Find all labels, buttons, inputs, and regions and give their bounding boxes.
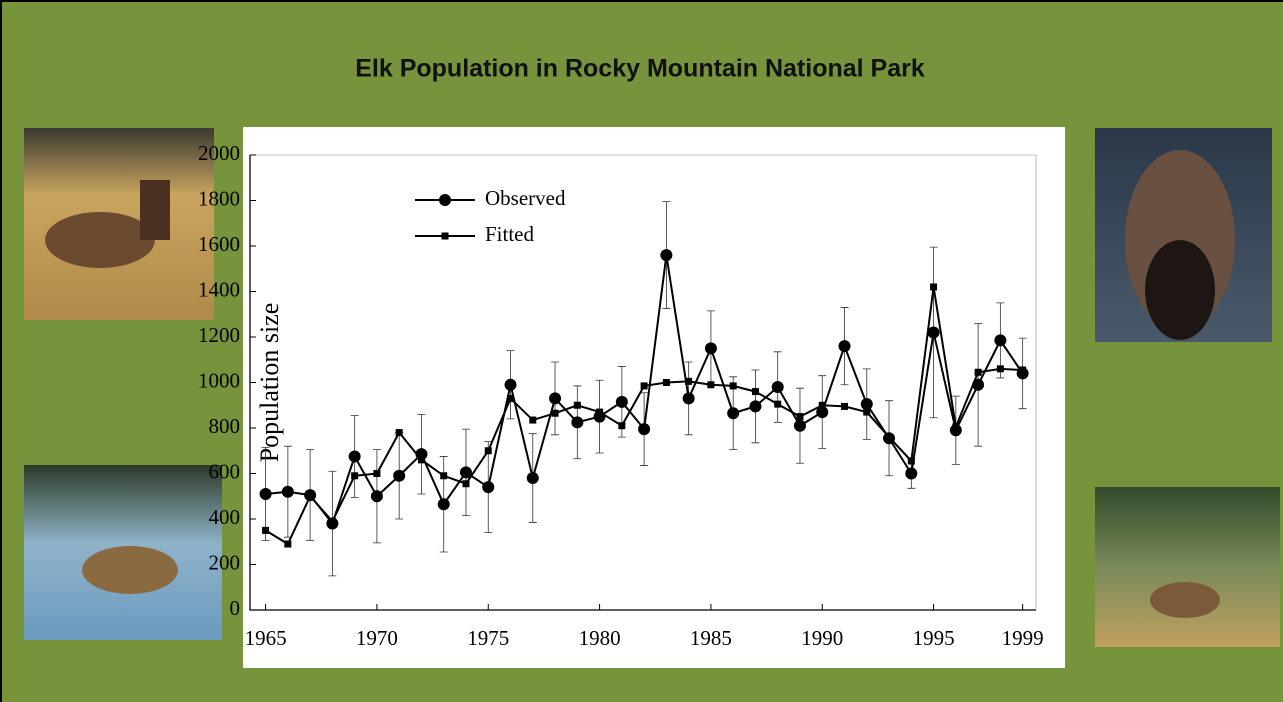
- y-tick-label: 1400: [198, 277, 240, 301]
- chart-panel: [243, 127, 1065, 668]
- y-tick-label: 600: [209, 459, 241, 483]
- x-tick-label: 1999: [1002, 626, 1044, 650]
- y-tick-label: 2000: [198, 141, 240, 165]
- point: [462, 480, 470, 488]
- legend-marker: [441, 232, 449, 240]
- legend-label: Observed: [485, 186, 566, 210]
- point: [259, 487, 272, 500]
- point: [437, 498, 450, 511]
- y-axis-label: Population size: [255, 303, 284, 463]
- point: [927, 326, 940, 339]
- point: [281, 485, 294, 498]
- point: [974, 368, 982, 376]
- point: [905, 467, 918, 480]
- point: [994, 334, 1007, 347]
- x-tick-label: 1970: [356, 626, 398, 650]
- point: [459, 466, 472, 479]
- point: [328, 517, 336, 525]
- point: [526, 472, 539, 485]
- y-tick-label: 1000: [198, 368, 240, 392]
- legend-label: Fitted: [485, 222, 535, 246]
- x-tick-label: 1990: [801, 626, 843, 650]
- point: [1019, 366, 1027, 374]
- point: [749, 400, 762, 413]
- point: [615, 395, 628, 408]
- point: [771, 381, 784, 394]
- point: [549, 392, 562, 405]
- x-tick-label: 1985: [690, 626, 732, 650]
- elk-photo: [24, 465, 222, 640]
- y-tick-label: 1200: [198, 323, 240, 347]
- point: [306, 492, 314, 500]
- point: [484, 447, 492, 455]
- x-tick-label: 1980: [579, 626, 621, 650]
- point: [573, 401, 581, 409]
- point: [860, 398, 873, 411]
- elk-photo: [24, 128, 214, 320]
- y-tick-label: 800: [209, 414, 241, 438]
- point: [440, 472, 448, 480]
- point: [818, 401, 826, 409]
- point: [796, 413, 804, 421]
- x-tick-label: 1995: [913, 626, 955, 650]
- y-tick-label: 200: [209, 550, 241, 574]
- point: [662, 379, 670, 386]
- point: [370, 490, 383, 503]
- point: [348, 450, 361, 463]
- point: [685, 377, 693, 385]
- point: [930, 283, 938, 291]
- point: [638, 423, 651, 436]
- point: [596, 408, 604, 416]
- point: [774, 400, 782, 408]
- elk-photo: [1095, 128, 1272, 342]
- slide-title: Elk Population in Rocky Mountain Nationa…: [355, 55, 925, 83]
- legend-marker: [439, 194, 451, 206]
- point: [482, 481, 495, 494]
- point: [816, 406, 829, 419]
- point: [793, 419, 806, 432]
- point: [393, 469, 406, 482]
- y-tick-label: 400: [209, 505, 241, 529]
- point: [727, 407, 740, 420]
- point: [863, 408, 871, 416]
- point: [838, 340, 851, 353]
- point: [640, 382, 648, 390]
- point: [504, 378, 517, 391]
- point: [618, 422, 626, 430]
- point: [373, 470, 381, 477]
- elk-photo: [1095, 487, 1280, 647]
- y-tick-label: 1600: [198, 232, 240, 256]
- point: [529, 416, 537, 424]
- point: [952, 423, 960, 431]
- point: [284, 540, 292, 548]
- y-tick-label: 1800: [198, 186, 240, 210]
- point: [907, 457, 915, 465]
- point: [885, 433, 893, 441]
- y-tick-label: 0: [230, 596, 241, 620]
- point: [551, 409, 559, 417]
- point: [571, 416, 584, 429]
- point: [707, 381, 715, 389]
- x-tick-label: 1965: [245, 626, 287, 650]
- point: [682, 392, 695, 405]
- point: [729, 382, 737, 390]
- point: [704, 342, 717, 355]
- point: [262, 526, 270, 534]
- point: [351, 472, 359, 480]
- point: [996, 365, 1004, 373]
- point: [751, 388, 759, 396]
- point: [417, 456, 425, 464]
- x-tick-label: 1975: [467, 626, 509, 650]
- point: [395, 429, 403, 437]
- point: [507, 394, 515, 402]
- point: [841, 402, 849, 410]
- point: [660, 249, 673, 262]
- chart: 0 200 400 600 800 1000 1200 1400 1600 1800 2000 196…: [198, 141, 1044, 650]
